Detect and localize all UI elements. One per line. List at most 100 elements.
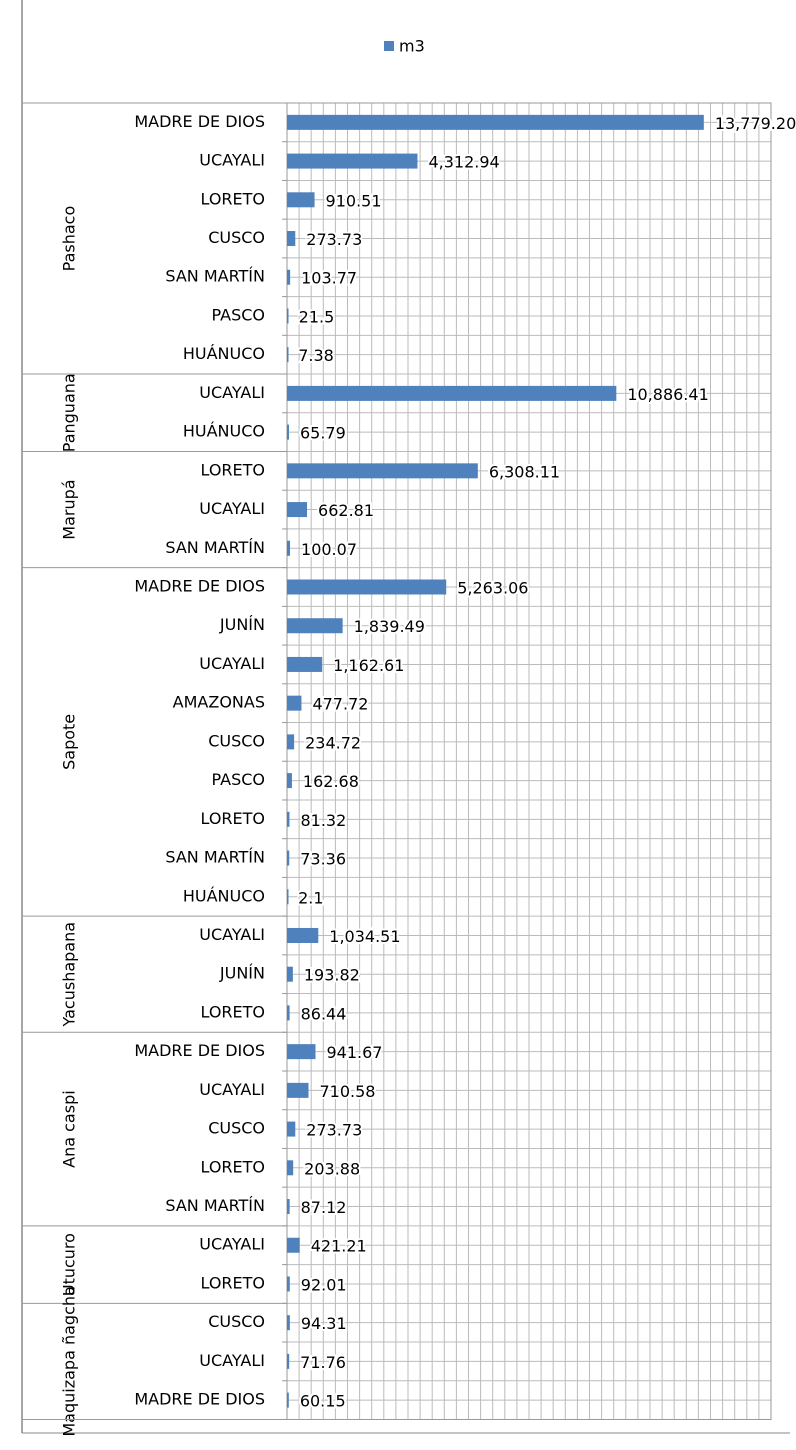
bar	[287, 1276, 290, 1292]
bar	[287, 192, 315, 208]
legend-label: m3	[399, 37, 425, 56]
value-label: 941.67	[326, 1043, 382, 1062]
category-label: LORETO	[200, 189, 265, 208]
bar	[287, 1005, 290, 1021]
bar	[287, 463, 478, 479]
value-label: 5,263.06	[457, 579, 528, 598]
value-label: 710.58	[319, 1082, 375, 1101]
bar	[287, 850, 290, 866]
category-label: CUSCO	[208, 1119, 265, 1138]
legend-swatch	[384, 41, 394, 51]
bar	[287, 966, 293, 982]
bar	[287, 153, 418, 169]
value-label: 81.32	[300, 811, 346, 830]
value-label: 13,779.20	[715, 114, 796, 133]
category-label: SAN MARTÍN	[165, 848, 265, 867]
value-label: 1,034.51	[329, 927, 400, 946]
category-label: MADRE DE DIOS	[134, 1390, 265, 1409]
group-label: Ana caspi	[60, 1090, 79, 1168]
category-label: CUSCO	[208, 731, 265, 750]
value-label: 162.68	[303, 772, 359, 791]
value-label: 94.31	[301, 1314, 347, 1333]
value-label: 60.15	[300, 1392, 346, 1411]
bar	[287, 424, 289, 440]
bar	[287, 269, 291, 285]
category-label: UCAYALI	[199, 1351, 265, 1370]
value-label: 92.01	[301, 1275, 347, 1294]
value-label: 65.79	[300, 424, 346, 443]
value-label: 10,886.41	[627, 385, 708, 404]
value-label: 421.21	[311, 1237, 367, 1256]
value-label: 4,312.94	[428, 153, 499, 172]
bar	[287, 579, 447, 595]
value-label: 1,839.49	[354, 617, 425, 636]
group-label: Yacushapana	[60, 922, 79, 1027]
bar	[287, 1237, 300, 1253]
bar	[287, 1044, 316, 1060]
group-label: Pashaco	[60, 206, 79, 272]
bar	[287, 385, 617, 401]
group-label: Marupá	[60, 479, 79, 539]
category-label: LORETO	[200, 1157, 265, 1176]
category-label: PASCO	[212, 770, 266, 789]
bar	[287, 1082, 309, 1098]
value-label: 273.73	[306, 1121, 362, 1140]
category-label: UCAYALI	[199, 383, 265, 402]
group-label: Sapote	[60, 714, 79, 770]
category-label: AMAZONAS	[173, 693, 265, 712]
category-label: HUÁNUCO	[183, 886, 265, 905]
category-label: LORETO	[200, 1273, 265, 1292]
category-label: UCAYALI	[199, 499, 265, 518]
category-label: LORETO	[200, 1002, 265, 1021]
category-label: PASCO	[212, 305, 266, 324]
group-label: Utucuro	[60, 1233, 79, 1296]
value-label: 7.38	[298, 346, 334, 365]
category-label: CUSCO	[208, 1312, 265, 1331]
bar	[287, 1160, 294, 1176]
value-label: 21.5	[299, 307, 335, 326]
category-label: MADRE DE DIOS	[134, 577, 265, 596]
bar	[287, 889, 289, 905]
group-label: Panguana	[60, 373, 79, 452]
bar	[287, 231, 296, 247]
value-label: 1,162.61	[333, 656, 404, 675]
value-label: 203.88	[304, 1159, 360, 1178]
value-label: 662.81	[318, 501, 374, 520]
category-label: HUÁNUCO	[183, 344, 265, 363]
bar	[287, 308, 289, 324]
category-label: JUNÍN	[219, 964, 265, 983]
category-label: SAN MARTÍN	[165, 538, 265, 557]
value-label: 193.82	[304, 966, 360, 985]
category-label: UCAYALI	[199, 1235, 265, 1254]
category-label: MADRE DE DIOS	[134, 1041, 265, 1060]
bar	[287, 695, 302, 711]
bar	[287, 502, 308, 518]
category-label: UCAYALI	[199, 925, 265, 944]
value-label: 234.72	[305, 733, 361, 752]
category-label: LORETO	[200, 460, 265, 479]
bar	[287, 927, 319, 943]
bar	[287, 1121, 296, 1137]
bar	[287, 540, 291, 556]
value-label: 273.73	[306, 230, 362, 249]
category-label: SAN MARTÍN	[165, 1196, 265, 1215]
category-label: MADRE DE DIOS	[134, 112, 265, 131]
category-label: UCAYALI	[199, 654, 265, 673]
value-label: 71.76	[300, 1353, 346, 1372]
bar	[287, 656, 323, 672]
value-label: 100.07	[301, 540, 357, 559]
value-label: 477.72	[312, 695, 368, 714]
value-label: 2.1	[298, 888, 323, 907]
category-label: CUSCO	[208, 228, 265, 247]
bar	[287, 734, 295, 750]
category-label: UCAYALI	[199, 1080, 265, 1099]
category-label: LORETO	[200, 809, 265, 828]
value-label: 103.77	[301, 269, 357, 288]
value-label: 910.51	[326, 191, 382, 210]
bar	[287, 114, 704, 130]
group-label: Maquizapa ñagcha	[60, 1286, 79, 1436]
value-label: 87.12	[301, 1198, 347, 1217]
category-label: JUNÍN	[219, 615, 265, 634]
category-label: UCAYALI	[199, 151, 265, 170]
